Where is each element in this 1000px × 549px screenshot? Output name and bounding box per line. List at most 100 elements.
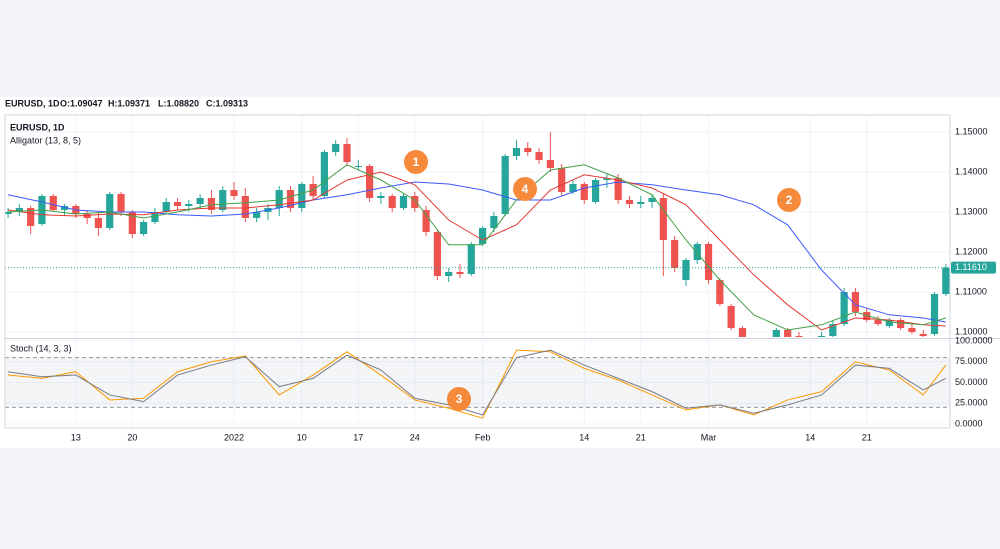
candle-body [117,194,125,212]
annotation-marker [447,387,471,411]
candle-body [671,240,679,268]
candle-body [60,206,69,210]
candle-body [275,190,283,208]
candle-body [94,218,103,228]
x-tick-label: 10 [297,432,307,442]
y-tick-label: 1.14000 [955,166,988,176]
indicator-line [7,171,946,331]
candle-body [196,198,204,204]
candle-body [15,208,23,212]
y-tick-label: 50.0000 [955,377,988,387]
annotation-marker [777,188,801,212]
candle-body [863,312,871,320]
candle-body [151,212,159,222]
x-tick-label: 20 [127,432,137,442]
candle-body [704,244,713,280]
candle-body [377,196,385,198]
candle-body [162,202,170,212]
x-tick-label: Feb [475,432,491,442]
candle-body [445,272,453,276]
candle-body [320,152,329,196]
indicator-label: Alligator (13, 8, 5) [10,135,81,145]
candle-body [490,216,498,228]
candle-body [219,190,227,210]
candle-body [535,152,543,160]
y-tick-label: 1.10000 [955,326,988,336]
candle-body [512,148,521,156]
y-tick-label: 0.0000 [955,418,983,428]
candle-body [908,328,916,332]
candle-body [716,280,724,304]
candle-body [456,272,464,274]
candle-body [173,202,182,206]
x-tick-label: Mar [701,432,717,442]
candle-body [241,196,249,218]
y-tick-label: 100.0000 [955,335,993,345]
candle-body [253,212,261,218]
x-tick-label: 14 [805,432,815,442]
candle-body [784,330,792,337]
y-tick-label: 1.15000 [955,126,988,136]
candle-body [580,184,588,200]
indicator-line [8,349,947,419]
y-tick-label: 1.12000 [955,246,988,256]
x-tick-label: 2022 [224,432,244,442]
header-low: L:1.08820 [158,98,199,108]
annotation-label: 4 [522,182,529,196]
candle-body [501,156,509,214]
header-close: C:1.09313 [206,98,248,108]
candle-body [366,166,374,198]
annotation-label: 2 [786,193,793,207]
candle-body [467,244,475,274]
pane [5,340,950,428]
candle-body [332,144,340,152]
candle-body [478,228,487,244]
candle-body [591,180,600,202]
candle-body [603,178,611,180]
candle-body [772,330,780,337]
header-symbol: EURUSD, 1D [5,98,60,108]
band-fill [5,357,950,408]
x-tick-label: 13 [71,432,81,442]
candle-body [411,196,419,208]
candle-body [682,260,690,280]
annotation-label: 1 [413,155,420,169]
candle-body [693,244,701,260]
header-high: H:1.09371 [108,98,150,108]
candle-body [738,328,747,337]
annotation-label: 3 [456,392,463,406]
last-price-tag [951,261,996,274]
candle-body [433,232,441,276]
candle-body [343,144,351,162]
candle-body [727,306,735,328]
candle-body [399,196,408,208]
x-tick-label: 14 [579,432,589,442]
candle-body [106,194,114,228]
indicator-label: Stoch (14, 3, 3) [10,343,72,353]
candle-body [286,190,295,208]
candle-body [885,320,893,326]
candle-body [128,212,136,234]
candle-body [422,210,430,232]
candle-body [851,292,860,312]
candle-body [49,196,57,210]
candle-body [298,184,306,208]
pane [5,115,950,337]
candle-body [614,178,622,200]
annotations: 1 2 3 4 [404,150,801,411]
candle-body [546,160,554,168]
y-tick-label: 25.0000 [955,398,988,408]
candle-body [524,148,532,152]
candle-body [388,196,396,208]
candle-body [558,168,566,192]
candle-body [648,198,656,202]
y-tick-label: 1.13000 [955,206,988,216]
plot [5,115,950,428]
candle-body [919,334,927,336]
annotation-marker [404,150,428,174]
x-tick-label: 21 [862,432,872,442]
x-tick-label: 24 [410,432,420,442]
candle-body [207,198,216,210]
candle-body [140,222,148,234]
chart-title: EURUSD, 1D [10,122,65,132]
